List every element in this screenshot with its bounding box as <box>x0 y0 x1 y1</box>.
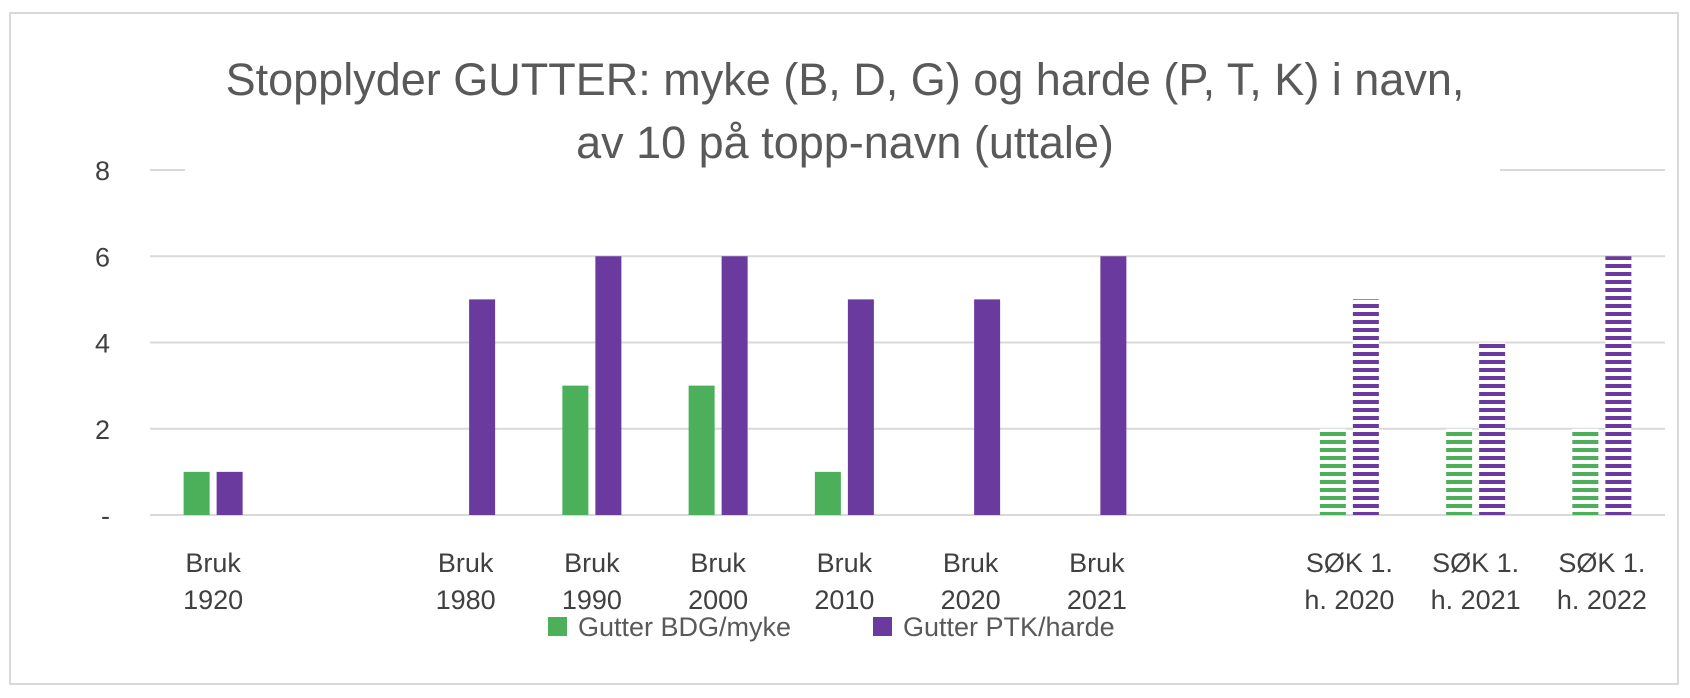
bar-ptk <box>1605 256 1632 515</box>
bar-bdg <box>1446 428 1473 515</box>
legend-label-bdg: Gutter BDG/myke <box>578 612 791 642</box>
x-tick-label: Bruk <box>817 548 873 578</box>
legend-swatch-ptk <box>873 617 892 636</box>
x-tick-label: SØK 1. <box>1558 548 1645 578</box>
bar-ptk <box>1479 342 1506 515</box>
x-tick-label: Bruk <box>438 548 494 578</box>
bar-ptk <box>847 299 874 515</box>
bar-ptk <box>721 256 748 515</box>
bar-ptk <box>1100 256 1127 515</box>
x-axis-ticks: Bruk 1920 Bruk 1980 Bruk 1990 Bruk 2000 Bruk 2010… <box>183 548 1647 615</box>
legend-label-ptk: Gutter PTK/harde <box>903 612 1115 642</box>
title-line-2: av 10 på topp-navn (uttale) <box>576 117 1114 168</box>
y-tick-label: 2 <box>95 415 110 445</box>
bar-bdg <box>183 471 210 515</box>
x-tick-label: Bruk <box>690 548 746 578</box>
x-tick-label: h. 2021 <box>1431 585 1521 615</box>
bar-bdg <box>1319 428 1346 515</box>
x-tick-label: Bruk <box>1069 548 1125 578</box>
legend: Gutter BDG/myke Gutter PTK/harde <box>548 612 1115 642</box>
x-tick-label: Bruk <box>185 548 241 578</box>
bar-ptk <box>595 256 622 515</box>
title-line-1: Stopplyder GUTTER: myke (B, D, G) og har… <box>226 54 1465 105</box>
x-tick-label: h. 2022 <box>1557 585 1647 615</box>
x-tick-label: 2021 <box>1067 585 1127 615</box>
x-tick-label: Bruk <box>564 548 620 578</box>
x-tick-label: 1990 <box>562 585 622 615</box>
bar-ptk <box>469 299 496 515</box>
y-tick-label: 6 <box>95 242 110 272</box>
x-tick-label: 2020 <box>941 585 1001 615</box>
bar-bdg <box>1572 428 1599 515</box>
x-tick-label: 1920 <box>183 585 243 615</box>
x-tick-label: Bruk <box>943 548 999 578</box>
x-tick-label: h. 2020 <box>1304 585 1394 615</box>
bar-bdg <box>562 385 589 515</box>
bars <box>183 256 1632 515</box>
y-tick-label: 8 <box>95 156 110 186</box>
bar-ptk <box>216 471 243 515</box>
legend-swatch-bdg <box>548 617 567 636</box>
bar-bdg <box>688 385 715 515</box>
bar-ptk <box>974 299 1001 515</box>
bar-ptk <box>1352 299 1379 515</box>
y-tick-label: 4 <box>95 329 110 359</box>
x-tick-label: 1980 <box>436 585 496 615</box>
x-tick-label: SØK 1. <box>1432 548 1519 578</box>
chart-title: Stopplyder GUTTER: myke (B, D, G) og har… <box>185 48 1500 173</box>
y-tick-label: - <box>101 501 110 531</box>
x-tick-label: SØK 1. <box>1306 548 1393 578</box>
x-tick-label: 2010 <box>814 585 874 615</box>
title-background <box>185 48 1500 173</box>
y-axis-ticks: - 2 4 6 8 <box>95 156 110 531</box>
bar-bdg <box>814 471 841 515</box>
gridlines <box>150 169 1665 516</box>
x-tick-label: 2000 <box>688 585 748 615</box>
